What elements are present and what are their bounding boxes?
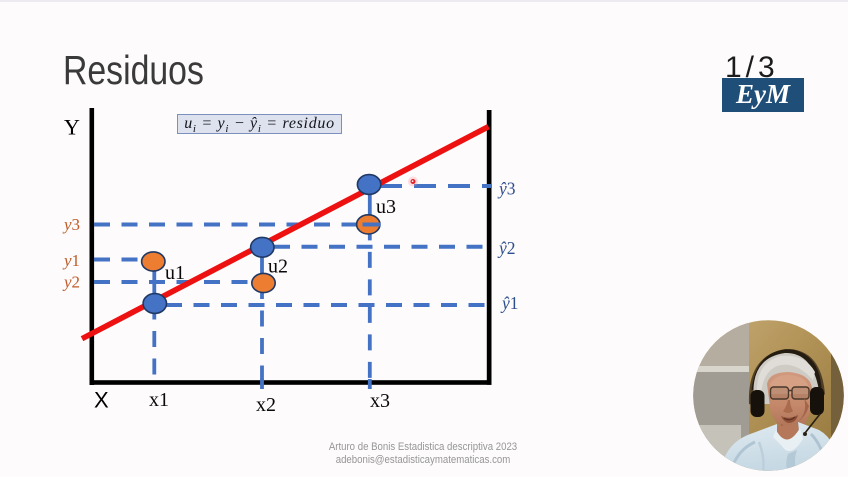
svg-text:u1: u1 [165, 262, 185, 284]
svg-text:y2: y2 [62, 273, 80, 292]
svg-text:x1: x1 [149, 389, 169, 411]
svg-text:u3: u3 [376, 196, 396, 218]
svg-text:ŷ3: ŷ3 [497, 179, 516, 199]
svg-text:u2: u2 [268, 256, 288, 278]
svg-text:ŷ2: ŷ2 [497, 238, 516, 258]
svg-text:x2: x2 [256, 394, 276, 416]
svg-text:y3: y3 [62, 215, 80, 234]
svg-text:Y: Y [64, 115, 80, 140]
svg-text:x3: x3 [370, 390, 390, 412]
svg-text:X: X [94, 388, 109, 413]
svg-text:ŷ1: ŷ1 [500, 293, 519, 313]
svg-text:y1: y1 [62, 251, 80, 270]
